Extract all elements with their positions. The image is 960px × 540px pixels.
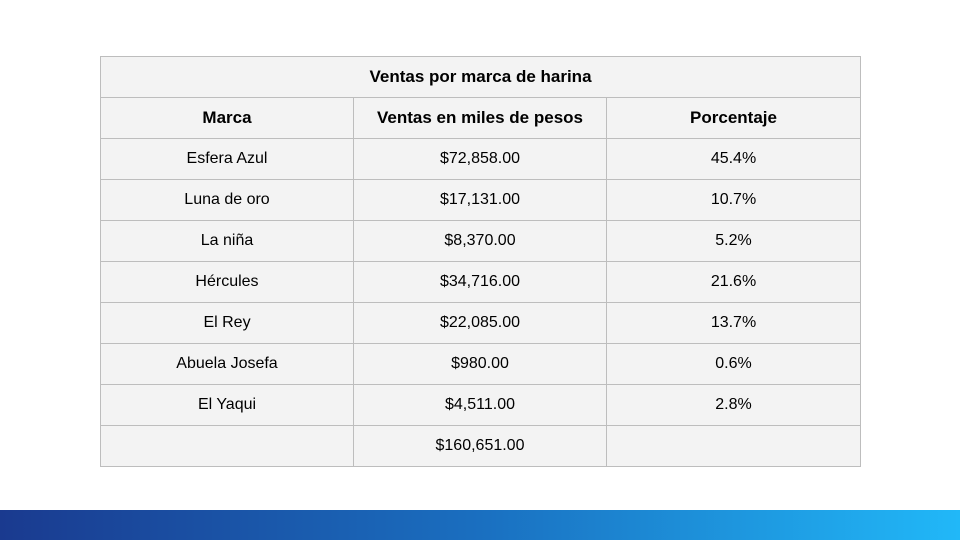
percent-cell: 2.8% xyxy=(605,384,862,426)
column-header-marca: Marca xyxy=(100,97,354,139)
table-row: Luna de oro $17,131.00 10.7% xyxy=(100,179,862,221)
total-row: $160,651.00 xyxy=(100,425,862,467)
table-row: Hércules $34,716.00 21.6% xyxy=(100,261,862,303)
percent-cell: 0.6% xyxy=(605,343,862,385)
sales-cell: $72,858.00 xyxy=(353,138,607,180)
table-row: El Rey $22,085.00 13.7% xyxy=(100,302,862,344)
brand-cell: La niña xyxy=(100,220,354,262)
sales-cell: $17,131.00 xyxy=(353,179,607,221)
table-header-row: Marca Ventas en miles de pesos Porcentaj… xyxy=(100,97,862,139)
table-title: Ventas por marca de harina xyxy=(99,56,862,98)
percent-cell: 10.7% xyxy=(605,179,862,221)
sales-cell: $22,085.00 xyxy=(353,302,607,344)
table-row: Esfera Azul $72,858.00 45.4% xyxy=(100,138,862,180)
sales-cell: $8,370.00 xyxy=(353,220,607,262)
percent-cell-empty xyxy=(605,425,862,467)
percent-cell: 21.6% xyxy=(605,261,862,303)
total-sales-cell: $160,651.00 xyxy=(353,425,607,467)
sales-cell: $4,511.00 xyxy=(353,384,607,426)
column-header-ventas: Ventas en miles de pesos xyxy=(353,97,607,139)
table-row: El Yaqui $4,511.00 2.8% xyxy=(100,384,862,426)
brand-cell: Esfera Azul xyxy=(100,138,354,180)
brand-cell: Hércules xyxy=(100,261,354,303)
table-title-row: Ventas por marca de harina xyxy=(99,56,862,98)
brand-cell-empty xyxy=(100,425,354,467)
sales-cell: $980.00 xyxy=(353,343,607,385)
sales-table: Ventas por marca de harina Marca Ventas … xyxy=(99,56,862,467)
percent-cell: 5.2% xyxy=(605,220,862,262)
footer-gradient-bar xyxy=(0,510,960,540)
percent-cell: 13.7% xyxy=(605,302,862,344)
sales-cell: $34,716.00 xyxy=(353,261,607,303)
percent-cell: 45.4% xyxy=(605,138,862,180)
brand-cell: El Yaqui xyxy=(100,384,354,426)
brand-cell: El Rey xyxy=(100,302,354,344)
table-row: Abuela Josefa $980.00 0.6% xyxy=(100,343,862,385)
column-header-porcentaje: Porcentaje xyxy=(605,97,862,139)
brand-cell: Abuela Josefa xyxy=(100,343,354,385)
table-row: La niña $8,370.00 5.2% xyxy=(100,220,862,262)
brand-cell: Luna de oro xyxy=(100,179,354,221)
